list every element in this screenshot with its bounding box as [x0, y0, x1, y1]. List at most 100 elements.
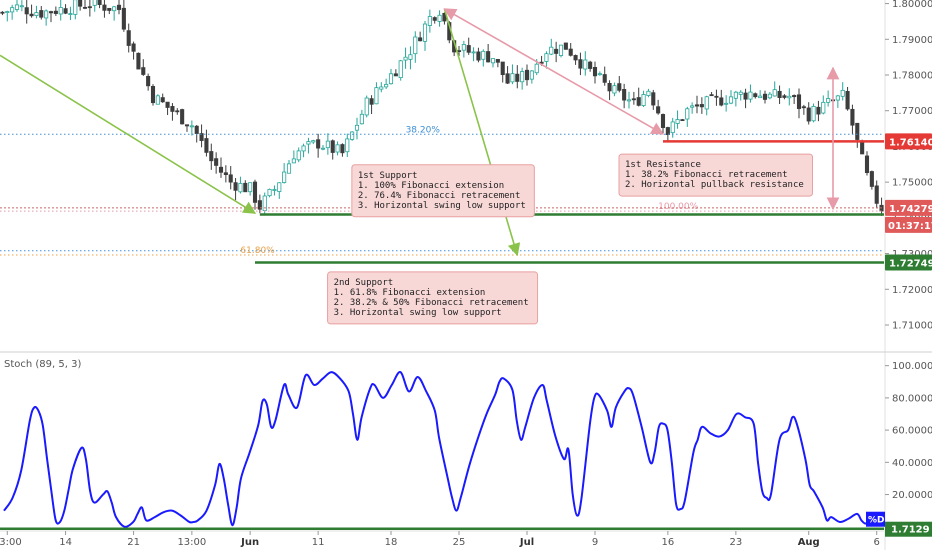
candle-body	[821, 101, 826, 114]
candle-body	[588, 61, 593, 69]
resistance-price-tag: 1.76140	[889, 137, 932, 148]
annotation-line: 1. 38.2% Fibonacci retracement	[625, 170, 788, 180]
candle-body	[131, 43, 136, 52]
candle-body	[296, 150, 301, 161]
fib-label: 38.20%	[406, 125, 441, 135]
stoch-tick-label: 40.0000	[892, 458, 932, 469]
candle-body	[335, 144, 340, 153]
annotation-line: 3. Horizontal swing low support	[334, 308, 502, 318]
stoch-tick-label: 80.0000	[892, 393, 932, 404]
annotation-title: 1st Resistance	[625, 160, 701, 170]
candle-body	[753, 93, 758, 98]
candle-body	[121, 7, 126, 30]
candle-body	[626, 99, 632, 102]
stoch-support-tag: 1.7129	[891, 525, 930, 536]
candle-body	[787, 95, 792, 99]
candle-body	[150, 86, 156, 104]
candle-body	[811, 106, 816, 122]
time-tick-label: Jun	[240, 537, 259, 548]
candle-body	[73, 0, 78, 15]
candle-body	[180, 109, 185, 125]
candle-body	[743, 92, 748, 100]
price-pane[interactable]: 1.800001.790001.780001.770001.760001.750…	[0, 0, 932, 332]
candle-body	[209, 151, 214, 162]
annotation-line: 3. Horizontal swing low support	[358, 201, 526, 211]
candle-body	[782, 95, 787, 98]
candle-body	[350, 131, 355, 140]
candle-body	[612, 85, 617, 94]
stochastic-pane[interactable]: Stoch (89, 5, 3) 100.0000 80.0000 60.0000 4…	[0, 359, 932, 537]
price-tick-label: 1.72000	[892, 285, 932, 296]
candle-body	[427, 16, 432, 26]
candle-body	[228, 174, 233, 183]
stoch-tick-label: 100.0000	[892, 361, 932, 372]
candle-body	[175, 110, 180, 113]
candle-body	[617, 83, 622, 91]
time-tick-label: 21	[127, 537, 140, 548]
candle-body	[602, 74, 607, 83]
candle-body	[656, 106, 661, 114]
candle-body	[709, 94, 714, 97]
candle-body	[544, 53, 549, 62]
candle-body	[0, 11, 5, 14]
candle-body	[393, 73, 398, 77]
candle-body	[34, 12, 39, 16]
candle-body	[252, 181, 258, 203]
candle-body	[534, 63, 539, 74]
candle-body	[471, 51, 476, 54]
candle-body	[233, 182, 238, 191]
candle-body	[714, 95, 719, 98]
time-axis[interactable]: 13:00 14 21 13:00 Jun 11 18 25 Jul 9 16 23 Aug 6	[0, 530, 884, 548]
stoch-tick-label: 60.0000	[892, 426, 932, 437]
candle-body	[146, 75, 151, 87]
candle-body	[330, 140, 335, 153]
candle-body	[364, 97, 369, 116]
candle-body	[850, 108, 855, 126]
time-tick-label: 16	[661, 537, 674, 548]
candle-body	[636, 97, 641, 106]
candle-body	[860, 140, 865, 155]
countdown-tag: 01:37:17	[888, 221, 932, 232]
candle-body	[840, 89, 845, 97]
current-price-tag-bg	[885, 199, 932, 216]
candle-body	[665, 127, 670, 136]
price-tick-label: 1.77000	[892, 106, 932, 117]
candle-body	[48, 11, 54, 14]
candle-body	[107, 7, 112, 11]
price-tick-label: 1.75000	[892, 178, 932, 189]
stoch-support-tag-bg	[885, 521, 932, 537]
candle-body	[500, 61, 505, 76]
candle-body	[481, 50, 486, 60]
extension-arrow-1	[0, 54, 257, 214]
candle-body	[354, 124, 360, 131]
candle-body	[29, 13, 34, 17]
candle-body	[262, 195, 267, 211]
candle-body	[379, 86, 384, 90]
annotation-line: 1. 100% Fibonacci extension	[358, 181, 504, 191]
stoch-series-tag-bg	[866, 511, 885, 527]
annotation-line: 2. Horizontal pullback resistance	[625, 180, 804, 190]
time-tick-label: 6	[874, 537, 880, 548]
candle-body	[408, 54, 413, 60]
candle-body	[578, 59, 583, 69]
candle-body	[510, 73, 515, 83]
candle-body	[845, 91, 850, 110]
time-tick-label: 23	[729, 537, 742, 548]
candle-body	[286, 163, 292, 174]
candle-body	[660, 114, 666, 128]
current-price-tag: 1.74279	[889, 204, 932, 215]
candle-body	[641, 94, 646, 106]
fib-label: 100.00%	[658, 202, 698, 212]
countdown-bg	[885, 216, 932, 233]
candle-body	[685, 108, 690, 120]
stoch-series-tag: %D	[868, 516, 885, 526]
candle-body	[874, 185, 879, 204]
candle-body	[53, 10, 58, 14]
candle-body	[646, 90, 651, 96]
candle-body	[631, 98, 636, 101]
candle-body	[78, 0, 83, 7]
